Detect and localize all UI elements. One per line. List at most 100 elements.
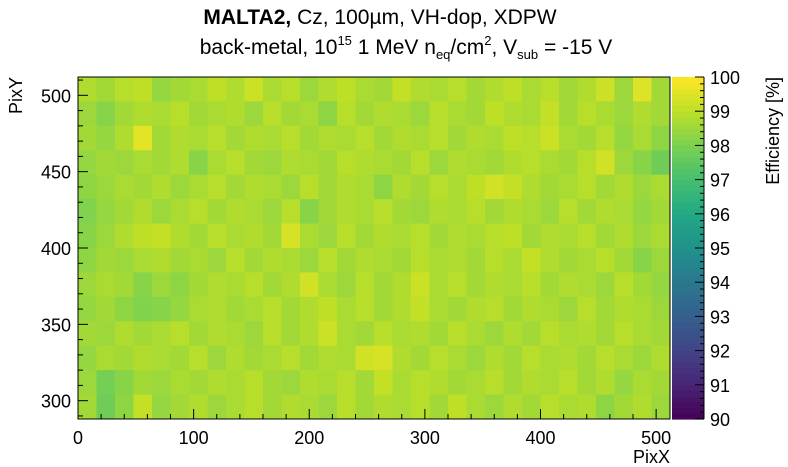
heatmap-cell [133, 125, 153, 151]
heatmap-cell [281, 272, 301, 298]
heatmap-cell [300, 125, 319, 151]
heatmap-cell [485, 150, 504, 176]
heatmap-cell [170, 125, 190, 151]
heatmap-cell [503, 77, 523, 102]
heatmap-cell [429, 101, 449, 127]
heatmap-cell [503, 223, 523, 249]
x-axis: 0 100 200 300 400 500 [73, 409, 671, 448]
heatmap-cell [577, 248, 597, 273]
heatmap-cell [392, 150, 412, 176]
heatmap-cell [651, 223, 671, 249]
heatmap-cell [392, 370, 412, 396]
heatmap-cell [170, 248, 190, 273]
heatmap-cell [466, 223, 486, 249]
heatmap-cell [152, 101, 171, 127]
x-tick-label: 0 [73, 428, 83, 448]
heatmap-cell [300, 321, 319, 347]
color-scale-tick-label: 96 [710, 205, 730, 225]
heatmap-cell [466, 272, 486, 298]
heatmap-cell [115, 199, 134, 225]
heatmap-cell [189, 125, 208, 151]
heatmap-cell [503, 199, 523, 225]
heatmap-cell [152, 248, 171, 273]
heatmap-cell [189, 150, 208, 176]
color-scale-tick-label: 97 [710, 171, 730, 191]
heatmap-cell [170, 321, 190, 347]
heatmap-cell [503, 321, 523, 347]
heatmap-cell [263, 125, 282, 151]
heatmap-cell [263, 199, 282, 225]
heatmap-cell [318, 199, 338, 225]
color-scale-segment [672, 236, 704, 243]
y-tick-label: 500 [41, 86, 71, 106]
heatmap-cell [318, 125, 338, 151]
heatmap-cell [78, 321, 97, 347]
heatmap-cell [78, 345, 97, 371]
heatmap-cell [263, 296, 282, 322]
heatmap-cell [207, 345, 227, 371]
heatmap-cell [596, 248, 615, 273]
heatmap-cell [263, 394, 282, 420]
heatmap-cell [207, 174, 227, 200]
heatmap-cell [429, 272, 449, 298]
heatmap-cell [633, 370, 652, 396]
heatmap-cell [96, 345, 116, 371]
chart-title-rest: Cz, 100µm, VH-dop, XDPW [291, 6, 557, 29]
color-scale-segment [672, 179, 704, 186]
heatmap-cell [577, 345, 597, 371]
heatmap-cell [244, 77, 264, 102]
heatmap-cell [448, 272, 467, 298]
heatmap-cell [577, 77, 597, 102]
heatmap-cell [115, 272, 134, 298]
heatmap-cell [170, 101, 190, 127]
title-part: /cm [450, 36, 485, 59]
heatmap-cell [651, 272, 671, 298]
heatmap-cell [355, 199, 375, 225]
heatmap-cell [78, 223, 97, 249]
color-scale-segment [672, 407, 704, 414]
heatmap-cell [263, 370, 282, 396]
heatmap-cell [226, 272, 245, 298]
heatmap-cell [300, 101, 319, 127]
color-scale-segment [672, 253, 704, 260]
heatmap-cell [152, 370, 171, 396]
heatmap-cell [226, 321, 245, 347]
color-scale-tick-label: 94 [710, 273, 730, 293]
heatmap-cell [281, 370, 301, 396]
heatmap-cell [392, 296, 412, 322]
heatmap-cell [466, 77, 486, 102]
heatmap-cell [300, 370, 319, 396]
color-scale-segment [672, 293, 704, 300]
heatmap-cell [448, 199, 467, 225]
heatmap-cell [281, 223, 301, 249]
color-scale-segment [672, 82, 704, 89]
heatmap-cell [244, 248, 264, 273]
heatmap-cell [96, 174, 116, 200]
heatmap-cell [411, 174, 430, 200]
heatmap-cell [244, 394, 264, 420]
heatmap-cell [614, 370, 634, 396]
heatmap-cell [392, 345, 412, 371]
title-part: = -15 V [538, 36, 613, 59]
heatmap-cell [614, 77, 634, 102]
heatmap-cell [522, 248, 541, 273]
heatmap-cell [300, 223, 319, 249]
heatmap-cell [96, 77, 116, 102]
heatmap-cell [374, 248, 393, 273]
heatmap-cell [522, 272, 541, 298]
heatmap-cell [503, 150, 523, 176]
color-scale-segment [672, 213, 704, 221]
heatmap-cell [577, 321, 597, 347]
heatmap-cell [96, 248, 116, 273]
heatmap-cell [133, 174, 153, 200]
heatmap-cell [318, 223, 338, 249]
heatmap-cell [596, 296, 615, 322]
color-scale-segment [672, 322, 704, 329]
x-tick-label: 300 [410, 428, 440, 448]
heatmap-cell [596, 77, 615, 102]
heatmap-cell [374, 101, 393, 127]
heatmap-cell [633, 296, 652, 322]
heatmap-cell [374, 199, 393, 225]
chart-title-line2: back-metal, 1015 1 MeV neq/cm2, Vsub = -… [12, 34, 788, 61]
